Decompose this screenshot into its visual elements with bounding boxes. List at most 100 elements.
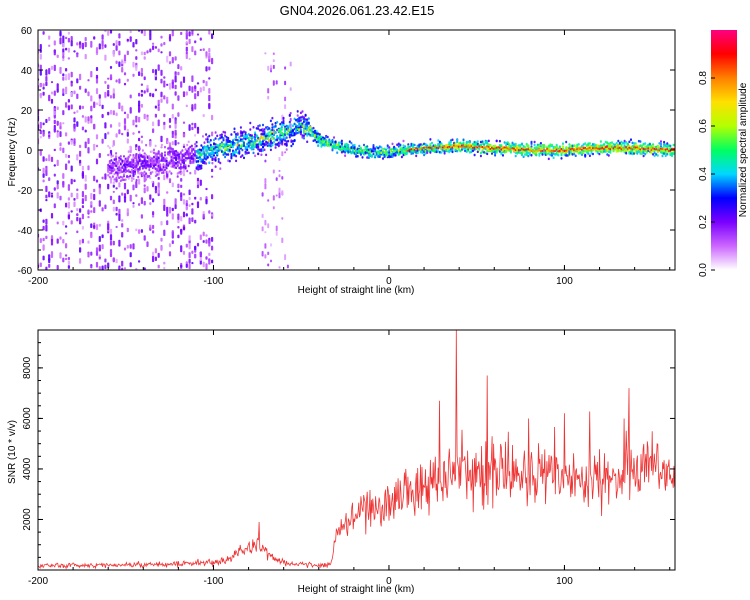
- spectrogram-cell-1722: [224, 155, 227, 159]
- spectrogram-cell-2260: [304, 127, 307, 130]
- spectrogram-cell-1287: [156, 173, 159, 176]
- spectrogram-cell-360: [104, 204, 107, 210]
- spectrogram-cell-778: [185, 41, 188, 44]
- spectrogram-cell-2831: [413, 148, 416, 151]
- spectrogram-cell-2957: [435, 146, 438, 149]
- spectrogram-cell-2734: [396, 143, 399, 146]
- spectrogram-cell-2138: [285, 136, 288, 139]
- spectrogram-cell-387: [109, 109, 113, 115]
- spectrogram-cell-1363: [167, 164, 170, 167]
- spectrogram-cell-2671: [383, 147, 386, 151]
- spectrogram-cell-1749: [227, 148, 230, 151]
- spectrogram-cell-799: [191, 250, 194, 254]
- spectrogram-cell-1581: [202, 149, 204, 152]
- spectrogram-cell-1112: [127, 150, 130, 153]
- spectrogram-cell-4079: [633, 142, 636, 145]
- spectrogram-cell-1159: [135, 168, 138, 171]
- spectrogram-cell-2993: [442, 146, 444, 149]
- spectrogram-cell-354: [101, 176, 104, 180]
- spectrogram-cell-1931: [255, 135, 258, 138]
- spectrogram-cell-631: [157, 264, 160, 269]
- spectrogram-cell-1986: [263, 130, 266, 134]
- spectrogram-cell-3396: [513, 143, 516, 146]
- spectrogram-cell-2612: [372, 152, 375, 156]
- spectrogram-cell-4110: [639, 152, 642, 155]
- spectrogram-cell-2875: [421, 150, 424, 154]
- spectrogram-cell-4206: [655, 153, 658, 156]
- spectrogram-cell-409: [112, 258, 115, 262]
- spectrogram-cell-2037: [271, 144, 274, 147]
- spectrogram-cell-578: [146, 241, 149, 248]
- spectrogram-cell-868: [205, 198, 208, 205]
- spectrogram-cell-2188: [293, 139, 296, 143]
- spectrogram-cell-2777: [404, 148, 407, 151]
- spectrogram-cell-2130: [283, 127, 287, 131]
- spectrogram-cell-1788: [233, 130, 236, 134]
- spectrogram-cell-306: [93, 101, 96, 109]
- spectrogram-cell-640: [160, 91, 163, 98]
- spectrogram-cell-3334: [502, 149, 504, 153]
- spectrogram-cell-2309: [312, 139, 315, 142]
- snr-y-tick-label: 6000: [22, 407, 33, 430]
- spectrogram-cell-2567: [363, 152, 365, 155]
- spectrogram-cell-3899: [601, 149, 604, 153]
- spectrogram-cell-143: [62, 173, 65, 179]
- spectrogram-cell-29: [42, 237, 45, 242]
- spectrogram-cell-3739: [573, 150, 576, 154]
- spectrogram-cell-68: [48, 191, 51, 198]
- spectrogram-cell-546: [140, 135, 143, 138]
- spectrogram-cell-898: [211, 175, 214, 178]
- spectrogram-cell-3598: [549, 153, 552, 157]
- spectrogram-cell-642: [160, 35, 163, 39]
- spectrogram-cell-622: [154, 46, 157, 49]
- spectrogram-cell-3307: [497, 148, 500, 151]
- spectrogram-cell-492: [129, 252, 132, 258]
- spectrogram-cell-3083: [457, 145, 460, 148]
- spectrogram-cell-2056: [274, 138, 277, 142]
- spectrogram-cell-3690: [565, 140, 568, 144]
- spectrogram-cell-165: [65, 36, 68, 40]
- spectrogram-cell-3254: [487, 145, 490, 148]
- spectrogram-cell-3227: [483, 146, 486, 149]
- spectrogram-cell-1651: [213, 145, 215, 149]
- spectrogram-cell-3321: [500, 144, 503, 147]
- spectrogram-cell-285: [87, 215, 90, 219]
- spectrogram-cell-1790: [233, 138, 236, 141]
- spectrogram-cell-2520: [353, 147, 356, 150]
- spectrogram-cell-4208: [655, 148, 658, 151]
- spectrogram-cell-785: [188, 242, 191, 250]
- spectrogram-cell-623: [157, 252, 160, 258]
- spectrogram-cell-2737: [396, 150, 399, 154]
- spectrogram-cell-118: [56, 130, 59, 133]
- spectrogram-cell-928: [270, 64, 272, 69]
- spectrogram-cell-462: [123, 247, 127, 251]
- spectrogram-cell-4050: [628, 144, 631, 148]
- spectrogram-cell-205: [70, 92, 73, 97]
- spectrogram-cell-3476: [527, 154, 530, 158]
- spectrogram-cell-1696: [219, 146, 222, 150]
- spectrogram-cell-949: [278, 187, 281, 194]
- spectrogram-cell-1711: [222, 145, 225, 149]
- spectrogram-cell-4241: [661, 149, 664, 153]
- spectrogram-cell-3842: [592, 152, 594, 156]
- spectrogram-cell-1453: [181, 155, 184, 159]
- spectrogram-cell-147: [62, 147, 65, 154]
- spectrogram-cell-3938: [607, 147, 610, 150]
- spectrogram-cell-1543: [195, 150, 198, 153]
- spectrogram-cell-4218: [658, 142, 661, 145]
- spectrogram-cell-3910: [603, 146, 606, 149]
- spectrogram-cell-3082: [457, 148, 460, 151]
- spectrogram-cell-2261: [304, 132, 307, 136]
- spectrogram-cell-274: [87, 147, 90, 154]
- spectrogram-cell-3342: [503, 151, 506, 154]
- spectrogram-cell-2412: [333, 143, 335, 146]
- spectrogram-cell-1670: [216, 144, 219, 147]
- spectrogram-cell-309: [93, 175, 96, 182]
- spectrogram-cell-3547: [539, 146, 542, 150]
- spectrogram-cell-3909: [603, 143, 606, 146]
- spectrogram-cell-2448: [339, 148, 342, 152]
- spectrogram-cell-1339: [164, 168, 166, 172]
- spectrogram-cell-3783: [581, 153, 583, 156]
- spectrogram-cell-2753: [399, 143, 402, 147]
- spectrogram-cell-4001: [618, 146, 621, 149]
